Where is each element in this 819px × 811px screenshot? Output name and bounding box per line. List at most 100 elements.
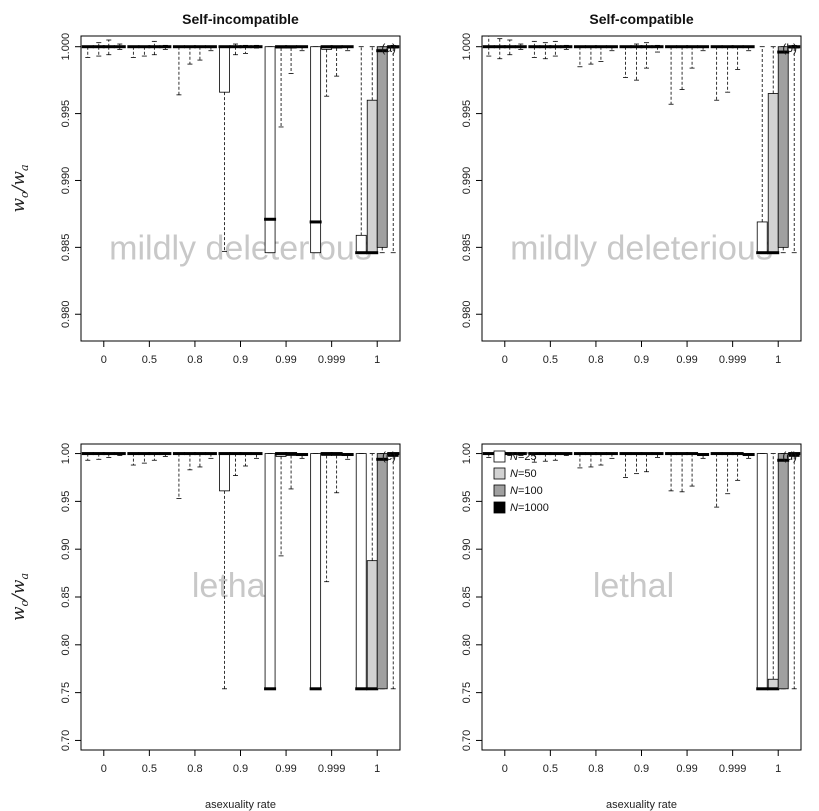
box-body (767, 93, 779, 254)
x-tick-label: 0 (502, 763, 508, 775)
box-n100 (193, 452, 206, 468)
y-tick-label: 0.990 (60, 167, 72, 195)
x-tick-label: 0 (101, 354, 107, 366)
box-n25 (665, 45, 678, 105)
box-n25 (528, 40, 541, 58)
y-tick-label: 0.90 (60, 538, 72, 559)
box-n100 (193, 45, 206, 61)
box-n100 (686, 452, 699, 487)
x-tick-label: 0.99 (275, 354, 296, 366)
y-tick-label: 1.000 (60, 33, 72, 61)
box-n25 (482, 35, 495, 57)
annotation-text: mildly deleterious (109, 229, 372, 267)
box-n1000 (113, 43, 126, 50)
box-n100 (777, 453, 790, 690)
box-n25 (218, 452, 231, 690)
box-body (376, 453, 388, 690)
box-body (310, 453, 322, 690)
y-axis-label-part: w (9, 606, 29, 621)
x-tick-label: 1 (374, 763, 380, 775)
box-n100 (640, 452, 653, 473)
box-n1000 (742, 453, 755, 459)
annotation-text: lethal (192, 567, 273, 605)
box-body (366, 560, 378, 690)
box-n1000 (341, 453, 354, 460)
x-tick-label: 0.9 (634, 354, 649, 366)
legend-swatch (493, 467, 506, 480)
box-n25 (172, 452, 185, 499)
y-tick-label: 0.995 (461, 100, 473, 128)
box-n100 (686, 45, 699, 69)
y-axis-label-part: o (18, 191, 31, 198)
box-n1000 (697, 45, 710, 52)
box-n100 (102, 39, 115, 56)
box-n50 (676, 45, 689, 90)
box-body (756, 453, 768, 690)
box-n1000 (605, 45, 618, 52)
box-n25 (756, 46, 769, 255)
y-tick-label: 0.995 (60, 100, 72, 128)
x-tick-label: 0.99 (676, 763, 697, 775)
box-n50 (539, 42, 552, 60)
x-tick-label: 0.9 (634, 763, 649, 775)
panel-title: Self-incompatible (182, 11, 299, 27)
legend-label-var: N (510, 502, 518, 514)
box-n1000 (159, 44, 172, 50)
box-n1000 (651, 452, 664, 458)
box-n25 (309, 453, 322, 691)
x-tick-label: 0.9 (233, 763, 248, 775)
y-tick-label: 0.95 (60, 491, 72, 512)
box-n25 (264, 453, 277, 691)
y-tick-label: 0.95 (461, 491, 473, 512)
box-n50 (584, 45, 597, 65)
box-n50 (721, 452, 734, 495)
panel-label: (a) (381, 41, 396, 55)
box-n1000 (250, 452, 263, 459)
x-tick-label: 0.999 (318, 763, 346, 775)
box-n25 (619, 452, 632, 478)
legend-label-var: N (510, 485, 518, 497)
plot-frame (481, 35, 802, 342)
box-n100 (330, 45, 343, 77)
box-n25 (665, 452, 678, 492)
box-n25 (127, 45, 140, 58)
box-n1000 (514, 452, 527, 456)
box-n1000 (204, 452, 217, 459)
box-n25 (355, 46, 368, 255)
box-n25 (81, 45, 94, 58)
x-tick-label: 0.5 (142, 763, 157, 775)
box-body (366, 99, 378, 254)
y-axis-label-part: a (18, 164, 31, 171)
box-body (264, 453, 276, 690)
box-n25 (127, 452, 140, 466)
box-n1000 (788, 44, 801, 254)
y-tick-label: 0.80 (60, 634, 72, 655)
x-tick-label: 0.8 (588, 354, 603, 366)
box-n100 (148, 452, 161, 461)
annotation-text: lethal (593, 567, 674, 605)
box-n50 (229, 452, 242, 476)
legend-label-var: N (510, 468, 518, 480)
box-n100 (640, 42, 653, 69)
box-n50 (584, 452, 597, 468)
y-tick-label: 0.75 (60, 682, 72, 703)
box-n1000 (605, 452, 618, 459)
box-n25 (573, 45, 586, 68)
box-n25 (482, 452, 495, 458)
box-n25 (710, 45, 723, 101)
y-tick-label: 0.75 (461, 682, 473, 703)
panel-label: (d) (782, 449, 797, 463)
box-n100 (777, 46, 790, 254)
box-body (376, 46, 388, 248)
box-n50 (721, 45, 734, 93)
x-tick-label: 1 (775, 763, 781, 775)
box-n1000 (788, 452, 801, 690)
x-tick-label: 0.5 (142, 354, 157, 366)
box-n50 (275, 452, 288, 557)
box-n100 (285, 452, 298, 490)
x-tick-label: 0.8 (187, 354, 202, 366)
box-n25 (756, 453, 769, 691)
x-tick-label: 0.5 (543, 354, 558, 366)
